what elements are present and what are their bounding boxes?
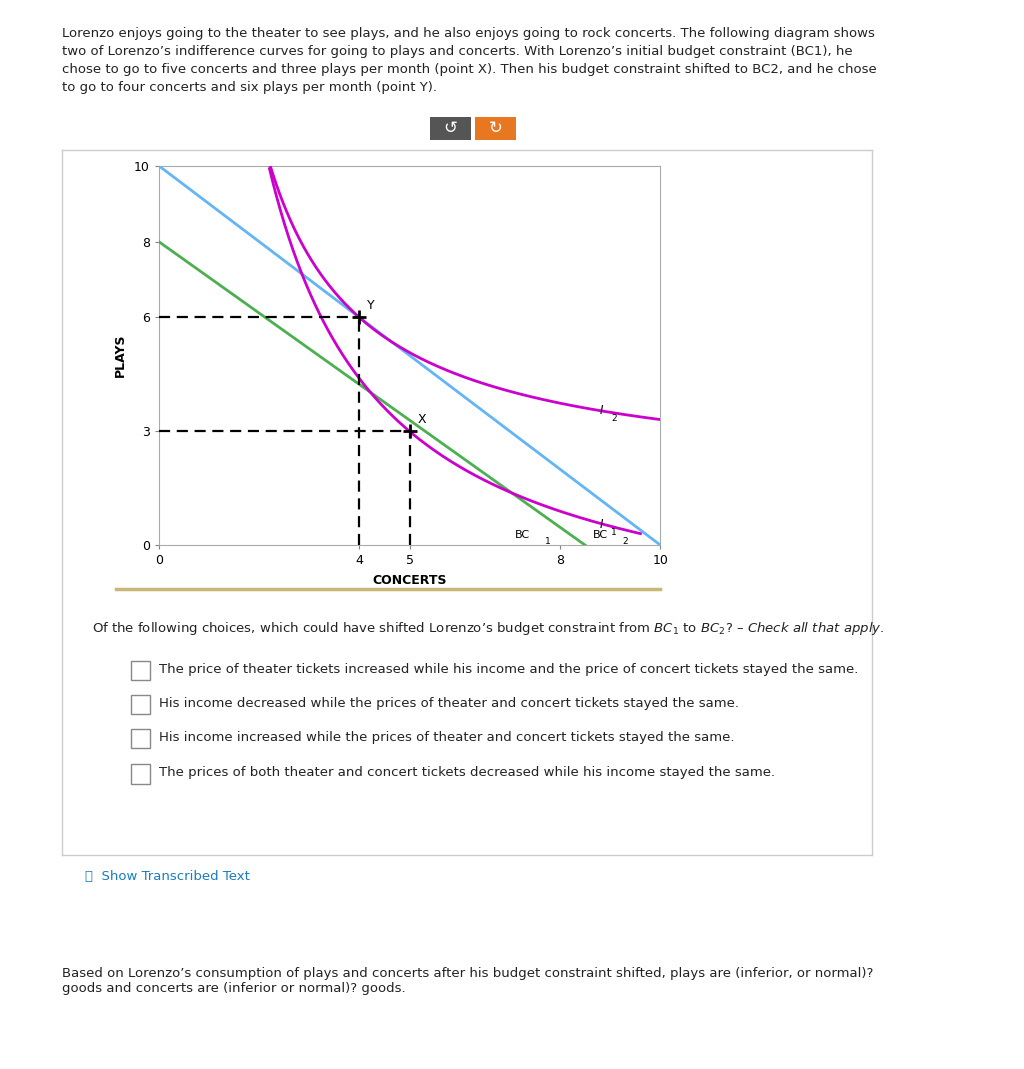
Text: Of the following choices, which could have shifted Lorenzo’s budget constraint f: Of the following choices, which could ha… bbox=[92, 620, 885, 637]
Text: 1: 1 bbox=[611, 528, 617, 537]
Text: The price of theater tickets increased while his income and the price of concert: The price of theater tickets increased w… bbox=[159, 663, 858, 676]
Text: 1: 1 bbox=[545, 537, 551, 545]
Text: Based on Lorenzo’s consumption of plays and concerts after his budget constraint: Based on Lorenzo’s consumption of plays … bbox=[62, 967, 873, 995]
Text: 2: 2 bbox=[611, 414, 616, 422]
Y-axis label: PLAYS: PLAYS bbox=[114, 334, 127, 377]
Text: X: X bbox=[417, 413, 426, 425]
Text: His income increased while the prices of theater and concert tickets stayed the : His income increased while the prices of… bbox=[159, 731, 734, 744]
Text: two of Lorenzo’s indifference curves for going to plays and concerts. With Loren: two of Lorenzo’s indifference curves for… bbox=[62, 45, 853, 58]
Text: Lorenzo enjoys going to the theater to see plays, and he also enjoys going to ro: Lorenzo enjoys going to the theater to s… bbox=[62, 27, 876, 40]
Text: to go to four concerts and six plays per month (point Y).: to go to four concerts and six plays per… bbox=[62, 81, 437, 94]
Text: His income decreased while the prices of theater and concert tickets stayed the : His income decreased while the prices of… bbox=[159, 697, 738, 710]
Text: I: I bbox=[599, 518, 603, 531]
Text: ↺: ↺ bbox=[443, 120, 458, 137]
Text: ⓢ  Show Transcribed Text: ⓢ Show Transcribed Text bbox=[85, 870, 250, 883]
Text: 2: 2 bbox=[623, 537, 629, 545]
X-axis label: CONCERTS: CONCERTS bbox=[373, 574, 446, 587]
Text: The prices of both theater and concert tickets decreased while his income stayed: The prices of both theater and concert t… bbox=[159, 766, 775, 779]
Text: ↻: ↻ bbox=[488, 120, 503, 137]
Text: Y: Y bbox=[367, 299, 375, 312]
Text: I: I bbox=[599, 404, 603, 417]
Text: chose to go to five concerts and three plays per month (point X). Then his budge: chose to go to five concerts and three p… bbox=[62, 63, 878, 76]
Text: BC: BC bbox=[593, 530, 608, 540]
Text: BC: BC bbox=[515, 530, 530, 540]
